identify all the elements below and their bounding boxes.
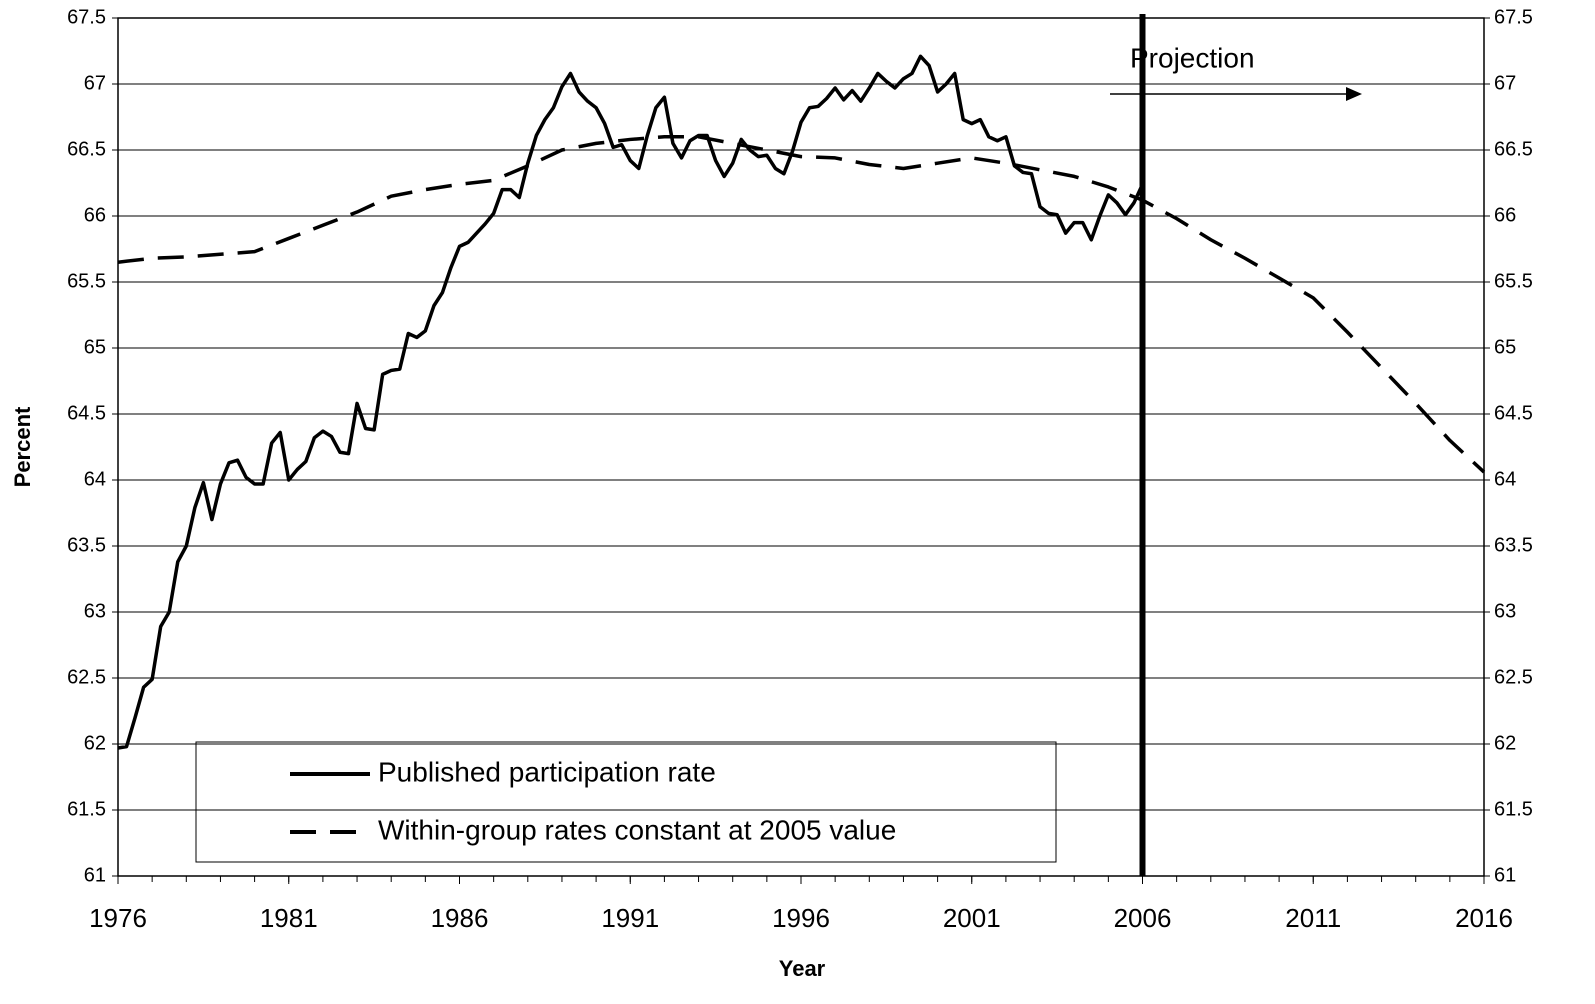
y-tick-label: 66 xyxy=(84,204,106,226)
annotation: Projection xyxy=(1130,42,1255,73)
y-tick-label: 62 xyxy=(84,732,106,754)
y2-tick-label: 61.5 xyxy=(1494,798,1533,820)
y2-tick-label: 66.5 xyxy=(1494,138,1533,160)
y2-tick-label: 65.5 xyxy=(1494,270,1533,292)
y2-tick-label: 67 xyxy=(1494,72,1516,94)
y2-tick-label: 63.5 xyxy=(1494,534,1533,556)
y2-tick-label: 62.5 xyxy=(1494,666,1533,688)
x-tick-label: 1976 xyxy=(89,903,147,933)
legend-label: Within-group rates constant at 2005 valu… xyxy=(378,814,896,845)
projection-arrowhead xyxy=(1346,87,1362,101)
y2-tick-label: 63 xyxy=(1494,600,1516,622)
y-tick-label: 61 xyxy=(84,864,106,886)
plot-frame xyxy=(117,17,1485,877)
y2-tick-label: 65 xyxy=(1494,336,1516,358)
x-tick-label: 2016 xyxy=(1455,903,1513,933)
y-tick-label: 65 xyxy=(84,336,106,358)
x-axis-label: Year xyxy=(779,956,826,981)
series-line xyxy=(117,54,1145,750)
y-tick-label: 67.5 xyxy=(67,6,106,28)
x-tick-label: 1991 xyxy=(601,903,659,933)
series-line xyxy=(117,135,1486,474)
x-tick-label: 1981 xyxy=(260,903,318,933)
y-tick-label: 61.5 xyxy=(67,798,106,820)
y-tick-label: 66.5 xyxy=(67,138,106,160)
y2-tick-label: 61 xyxy=(1494,864,1516,886)
x-tick-label: 2011 xyxy=(1285,903,1341,933)
x-tick-label: 2001 xyxy=(943,903,1001,933)
y-tick-label: 64 xyxy=(84,468,106,490)
y-tick-label: 63 xyxy=(84,600,106,622)
x-tick-label: 1996 xyxy=(772,903,830,933)
y2-tick-label: 66 xyxy=(1494,204,1516,226)
y2-tick-label: 64.5 xyxy=(1494,402,1533,424)
y2-tick-label: 64 xyxy=(1494,468,1516,490)
y2-tick-label: 67.5 xyxy=(1494,6,1533,28)
x-tick-label: 1986 xyxy=(431,903,489,933)
legend-label: Published participation rate xyxy=(378,756,716,787)
y-axis-label: Percent xyxy=(10,406,35,487)
x-tick-label: 2006 xyxy=(1114,903,1172,933)
y2-tick-label: 62 xyxy=(1494,732,1516,754)
legend-box xyxy=(195,741,1057,863)
y-tick-label: 64.5 xyxy=(67,402,106,424)
y-tick-label: 67 xyxy=(84,72,106,94)
y-tick-label: 63.5 xyxy=(67,534,106,556)
y-tick-label: 62.5 xyxy=(67,666,106,688)
y-tick-label: 65.5 xyxy=(67,270,106,292)
